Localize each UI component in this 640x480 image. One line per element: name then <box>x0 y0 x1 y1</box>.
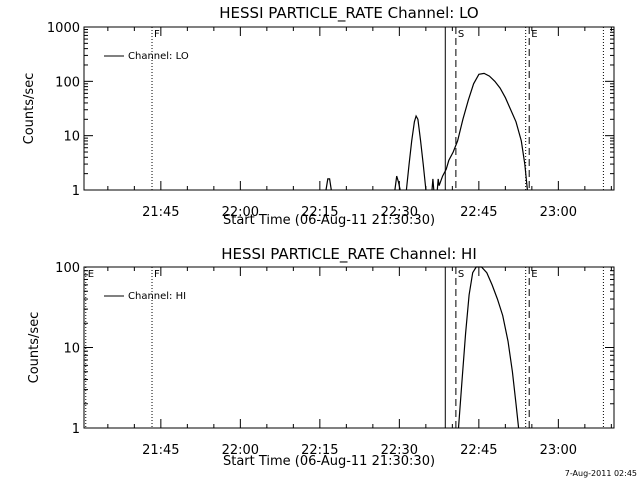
x-tick-label: 22:00 <box>222 205 259 220</box>
x-tick-label: 22:15 <box>301 443 338 458</box>
y-tick-label: 1000 <box>47 21 80 36</box>
legend-label-hi: Channel: HI <box>128 291 186 302</box>
event-marker-label: F <box>154 29 160 40</box>
y-axis-label-lo: Counts/sec <box>22 73 37 145</box>
series-line <box>405 114 427 191</box>
y-tick-label: 100 <box>55 261 80 276</box>
panel-lo: HESSI PARTICLE_RATE Channel: LO Start Ti… <box>22 4 615 228</box>
x-tick-label: 21:45 <box>142 205 179 220</box>
x-axis-label-lo: Start Time (06-Aug-11 21:30:30) <box>223 213 435 228</box>
series-line <box>325 178 332 191</box>
y-tick-label: 10 <box>63 130 80 145</box>
x-tick-label: 23:00 <box>540 205 577 220</box>
series-line <box>394 175 401 191</box>
x-tick-label: 23:00 <box>540 443 577 458</box>
x-tick-label: 21:45 <box>142 443 179 458</box>
x-tick-label: 22:45 <box>460 443 497 458</box>
y-axis-label-hi: Counts/sec <box>27 312 42 384</box>
event-marker-label: S <box>458 29 464 40</box>
x-tick-label: 22:00 <box>222 443 259 458</box>
panel-hi: HESSI PARTICLE_RATE Channel: HI Start Ti… <box>27 245 615 469</box>
legend-label-lo: Channel: LO <box>128 51 189 62</box>
event-marker-label: E <box>531 29 537 40</box>
y-tick-label: 10 <box>63 342 80 357</box>
x-tick-label: 22:15 <box>301 205 338 220</box>
y-tick-label: 1 <box>72 422 80 437</box>
event-marker-label: E <box>531 269 537 280</box>
series-line <box>457 266 520 429</box>
x-tick-label: 22:30 <box>381 205 418 220</box>
event-marker-label: S <box>458 269 464 280</box>
plot-frame <box>83 26 615 191</box>
footer-timestamp: 7-Aug-2011 02:45 <box>565 469 637 478</box>
y-tick-label: 100 <box>55 75 80 90</box>
x-axis-label-hi: Start Time (06-Aug-11 21:30:30) <box>223 454 435 469</box>
series-line <box>431 178 435 191</box>
series-line <box>436 72 528 191</box>
x-tick-label: 22:30 <box>381 443 418 458</box>
chart-title-hi: HESSI PARTICLE_RATE Channel: HI <box>221 245 477 264</box>
x-tick-label: 22:45 <box>460 205 497 220</box>
chart-title-lo: HESSI PARTICLE_RATE Channel: LO <box>219 4 478 23</box>
event-marker-label: E <box>88 269 94 280</box>
y-tick-label: 1 <box>72 184 80 199</box>
event-marker-label: F <box>154 269 160 280</box>
